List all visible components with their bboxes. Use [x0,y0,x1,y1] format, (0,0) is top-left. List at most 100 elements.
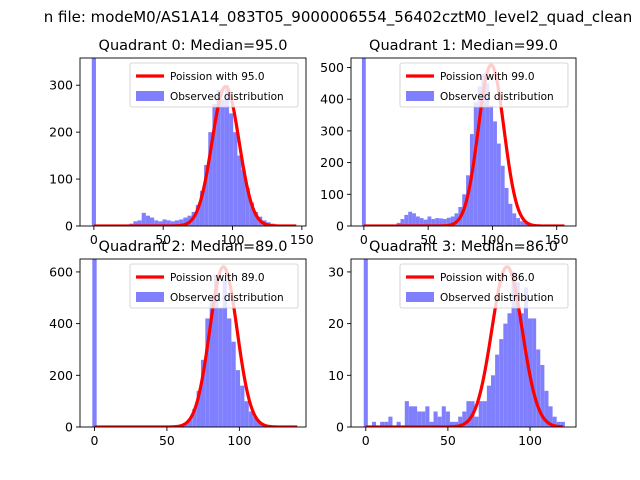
quadrant-0-histogram-bar [204,164,209,226]
quadrant-2-panel: Quadrant 2: Median=89.0 0 50 100 0 200 400 600 P… [49,239,307,448]
quadrant-1-histogram-bar [489,105,494,226]
quadrant-1-histogram-bar [512,213,517,226]
quadrant-0-poisson-curve [92,85,298,226]
quadrant-0-ytick-label: 100 [49,172,73,187]
quadrant-0-histogram-bar [220,99,225,226]
quadrant-2-legend-observed-swatch [136,292,164,302]
quadrant-1-histogram-bar [500,165,505,226]
quadrant-0-xtick-label: 0 [90,232,98,247]
quadrant-0-histogram-bar [216,89,221,226]
quadrant-3-histogram-bar [532,318,537,427]
quadrant-2-histogram-bar [244,401,249,427]
quadrant-3-histogram-bar [412,406,418,427]
quadrant-0-histogram-bar [183,217,188,226]
quadrant-0-histogram-bar [254,211,259,226]
quadrant-1-histogram-bar [419,218,424,226]
quadrant-0-histogram-bar [249,202,255,226]
quadrant-3-histogram-bar [478,401,483,427]
quadrant-1-histogram-bar [504,187,509,226]
quadrant-1-histogram-bar [516,218,521,226]
quadrant-3-histogram-bar [540,364,545,427]
quadrant-3-histogram-bar [433,411,438,427]
quadrant-3-ytick-label: 30 [328,264,344,279]
quadrant-3-histogram-bar [556,421,561,427]
quadrant-2-histogram-bar [227,318,232,427]
quadrant-0-ytick-label: 200 [49,125,73,140]
quadrant-0-histogram-bar [158,221,163,226]
quadrant-3-poisson-curve [365,265,564,427]
quadrant-1-histogram-bar [442,219,447,226]
quadrant-2-histogram-bar [231,341,236,427]
quadrant-1-histogram-bar [454,213,459,226]
quadrant-1-xtick-label: 100 [480,232,504,247]
quadrant-3-histogram-bar [408,406,413,427]
quadrant-2-histogram-bar [187,419,193,427]
quadrant-2-axes-frame [79,258,307,428]
quadrant-3-histogram-bar [491,375,496,427]
quadrant-3-histogram-bar [466,401,471,427]
quadrant-0-histogram-bar [91,58,96,226]
quadrant-1-title: Quadrant 1: Median=99.0 [369,38,558,54]
quadrant-0-title: Quadrant 0: Median=95.0 [99,38,288,54]
quadrant-1-histogram-bar [400,219,405,226]
quadrant-1-ytick-label: 200 [320,155,344,170]
quadrant-1-histogram-bar [450,216,455,226]
quadrant-3-histogram-bar [441,406,446,427]
quadrant-1-histogram-bar [439,218,443,226]
quadrant-1-histogram-bar [408,211,413,226]
quadrant-2-histogram-bar [92,259,97,427]
quadrant-3-xtick-label: 0 [362,433,370,448]
quadrant-3-histogram-bar [449,421,455,427]
quadrant-0-histogram-bar [195,204,200,226]
quadrant-3-ytick-label: 10 [328,368,344,383]
quadrant-1-histogram-bar [493,121,497,226]
quadrant-3-histogram-bar [404,401,409,427]
quadrant-2-histogram-bar [200,359,206,427]
quadrant-2-histogram-bar [192,408,197,427]
quadrant-3-legend-observed-label: Observed distribution [440,292,554,304]
quadrant-0-histogram-bar [150,217,155,226]
quadrant-3-histogram-bar [417,411,422,427]
quadrant-3-panel: Quadrant 3: Median=86.0 0 50 100 0 10 20 30 Pois… [328,239,577,448]
quadrant-0-legend-observed-label: Observed distribution [170,91,284,103]
quadrant-3-ytick-label: 20 [328,316,344,331]
quadrant-2-plot-area [92,259,299,427]
quadrant-0-ytick-label: 0 [65,219,73,234]
quadrant-3-title: Quadrant 3: Median=86.0 [369,239,558,255]
quadrant-1-xtick-label: 150 [545,232,569,247]
quadrant-3-legend-poisson-label: Poission with 86.0 [440,272,535,284]
quadrant-3-histogram-bar [462,411,467,427]
quadrant-2-histogram-bar [196,390,201,427]
quadrant-3-histogram-bar [371,421,377,427]
quadrant-3-histogram-bar [454,421,459,427]
quadrant-1-histogram-bar [361,58,366,226]
quadrant-2-histogram-bar [257,421,262,427]
quadrant-3-histogram-bar [396,421,401,427]
quadrant-3-histogram-bar [495,354,500,427]
quadrant-0-histogram-bar [179,219,184,226]
quadrant-1-histogram-bar [431,219,436,226]
quadrant-3-histogram-bar [482,401,487,427]
quadrant-0-ytick-label: 300 [49,78,73,93]
quadrant-2-legend-observed-label: Observed distribution [170,292,284,304]
quadrant-0-histogram-bar [199,190,205,226]
quadrant-1-histogram-bar [446,217,451,226]
quadrant-2-histogram-bar [240,385,245,427]
quadrant-2-ytick-label: 600 [49,264,73,279]
quadrant-0-histogram-bar [166,220,171,226]
quadrant-1-histogram-bar [404,214,409,226]
quadrant-1-histogram-bar [423,219,428,226]
quadrant-2-title: Quadrant 2: Median=89.0 [99,239,288,255]
quadrant-0-histogram-bar [237,155,242,226]
quadrant-3-histogram-bar [519,313,524,427]
quadrant-0-histogram-bar [137,220,142,226]
quadrant-0-histogram-bar [233,132,238,226]
quadrant-1-histogram-bar [496,143,501,226]
quadrant-2-xtick-label: 100 [227,433,251,448]
quadrant-3-axes-frame [350,258,577,428]
quadrant-3-histogram-bar [425,406,430,427]
quadrant-0-histogram-bar [133,221,138,226]
quadrant-1-legend-poisson-label: Poission with 99.0 [440,71,535,83]
quadrant-0-histogram-bar [224,85,230,226]
